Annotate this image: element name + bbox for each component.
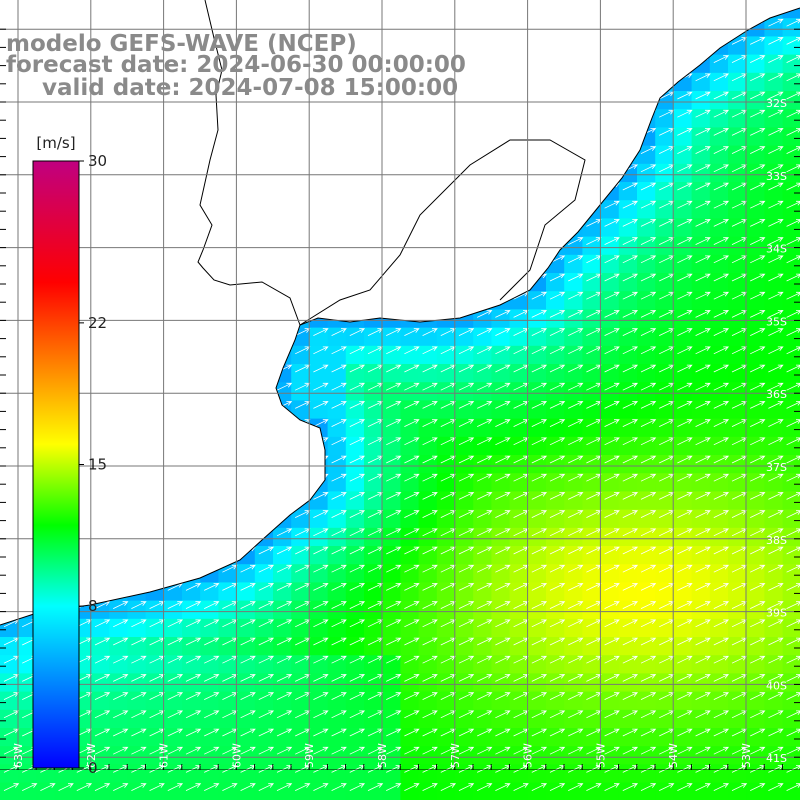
longitude-label: 56W [522, 743, 535, 768]
colorbar-unit-label: [m/s] [36, 134, 75, 152]
longitude-label: 61W [158, 743, 171, 768]
coastline [0, 7, 800, 626]
colorbar-tick-label: 15 [88, 456, 107, 474]
colorbar-tick-label: 0 [88, 759, 98, 777]
colorbar: [m/s] 30 22 15 8 0 [32, 134, 107, 777]
longitude-label: 59W [303, 743, 316, 768]
colorbar-tick-label: 30 [88, 152, 107, 170]
colorbar-gradient [32, 160, 80, 769]
latitude-label: 34S [766, 243, 787, 256]
latitude-label: 36S [766, 388, 787, 401]
colorbar-tick-label: 8 [88, 597, 98, 615]
colorbar-ticks: 30 22 15 8 0 [79, 152, 107, 777]
latitude-labels: 32S 33S 34S 35S 36S 37S 38S 39S 40S 41S [766, 97, 787, 765]
longitude-label: 57W [449, 743, 462, 768]
title-model: modelo GEFS-WAVE (NCEP) [6, 31, 357, 57]
latitude-label: 38S [766, 534, 787, 547]
longitude-label: 58W [376, 743, 389, 768]
longitude-label: 60W [230, 743, 243, 768]
country-border [197, 0, 586, 326]
latitude-label: 40S [766, 679, 787, 692]
title-valid-date: valid date: 2024-07-08 15:00:00 [42, 75, 459, 101]
latitude-label: 33S [766, 170, 787, 183]
longitude-label: 62W [85, 743, 98, 768]
longitude-label: 55W [594, 743, 607, 768]
longitude-label: 63W [12, 743, 25, 768]
latitude-label: 35S [766, 315, 787, 328]
latitude-label: 32S [766, 97, 787, 110]
latitude-label: 39S [766, 607, 787, 620]
latitude-label: 37S [766, 461, 787, 474]
colorbar-tick-label: 22 [88, 314, 107, 332]
longitude-labels: 63W 62W 61W 60W 59W 58W 57W 56W 55W 54W 53W [12, 743, 753, 768]
longitude-label: 54W [667, 743, 680, 768]
latitude-label: 41S [766, 752, 787, 765]
title-forecast-date: forecast date: 2024-06-30 00:00:00 [6, 52, 466, 78]
longitude-label: 53W [740, 743, 753, 768]
